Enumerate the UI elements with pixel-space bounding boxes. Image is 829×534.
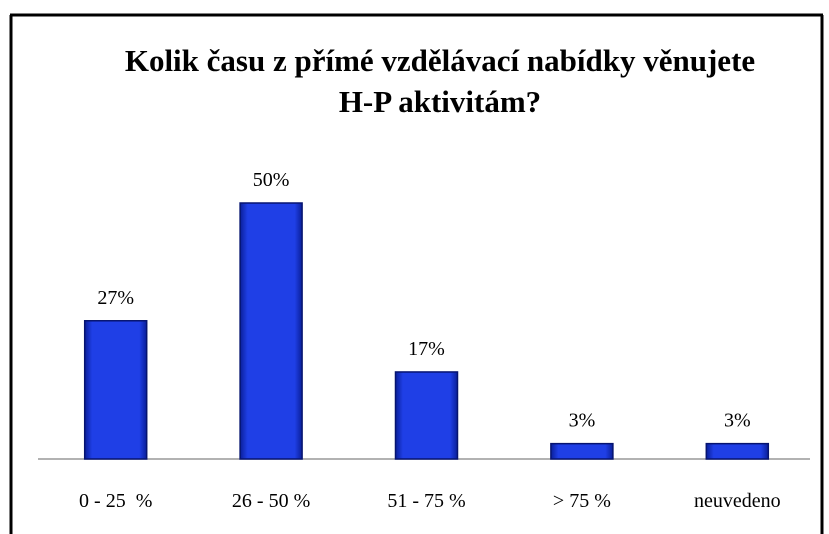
bar bbox=[705, 442, 770, 460]
x-tick-label: 51 - 75 % bbox=[387, 490, 465, 512]
x-tick-label: > 75 % bbox=[553, 490, 611, 512]
bar bbox=[83, 320, 148, 460]
value-label: 3% bbox=[724, 410, 751, 432]
x-tick-label: 0 - 25 % bbox=[79, 490, 152, 512]
chart-title: Kolik času z přímé vzdělávací nabídky vě… bbox=[124, 43, 756, 119]
x-tick-label: 26 - 50 % bbox=[232, 490, 310, 512]
value-label: 3% bbox=[569, 410, 596, 432]
x-tick-label: neuvedeno bbox=[694, 490, 781, 512]
bar bbox=[239, 202, 303, 460]
bar bbox=[550, 442, 614, 460]
bar bbox=[394, 371, 459, 460]
value-label: 17% bbox=[408, 338, 445, 360]
value-label: 27% bbox=[97, 287, 134, 309]
value-label: 50% bbox=[253, 169, 290, 191]
